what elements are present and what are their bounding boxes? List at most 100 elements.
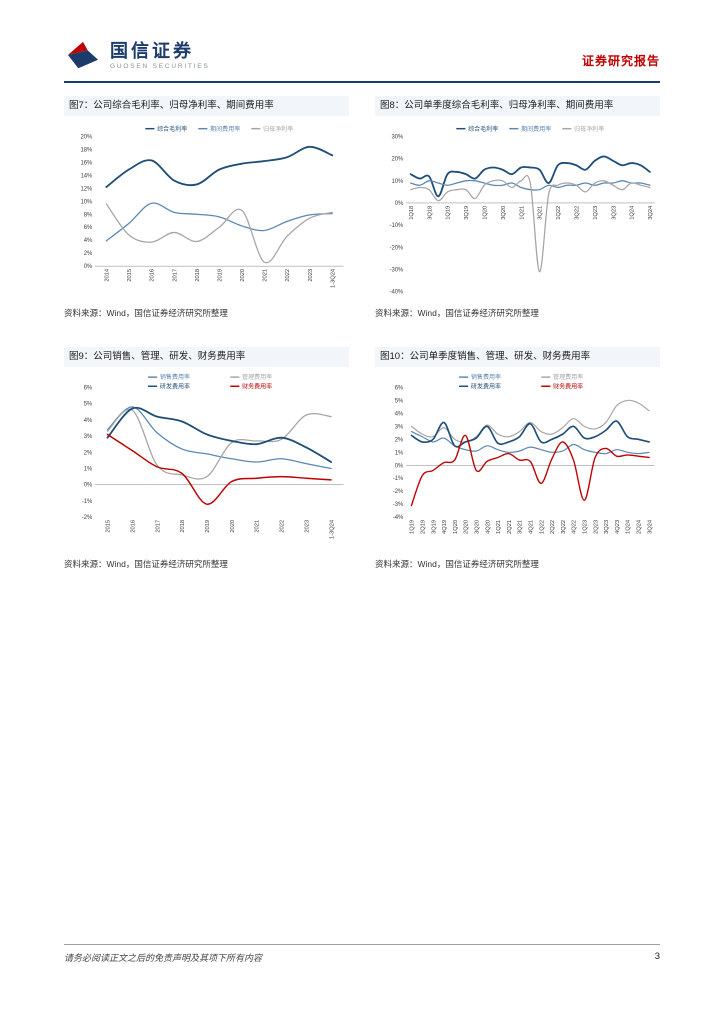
svg-text:4%: 4% — [84, 238, 93, 244]
figure-title: 图7：公司综合毛利率、归母净利率、期间费用率 — [64, 96, 349, 116]
line-chart-gross-margin-quarterly: -40% -30% -20% -10% 0% 10% 20% 30% 1Q18 3Q18 1Q19 3… — [389, 125, 655, 296]
svg-text:3%: 3% — [84, 434, 93, 440]
svg-text:18%: 18% — [80, 147, 93, 153]
svg-text:1Q24: 1Q24 — [630, 205, 636, 220]
svg-text:3Q21: 3Q21 — [538, 206, 544, 220]
brand-logo: 国信证券 GUOSEN SECURITIES — [64, 40, 210, 72]
svg-text:1Q20: 1Q20 — [453, 520, 459, 534]
svg-text:销售费用率: 销售费用率 — [471, 373, 501, 381]
svg-text:1Q21: 1Q21 — [496, 520, 502, 534]
line-chart-expense-ratios-quarterly: -4% -3% -2% -1% 0% 1% 2% 3% 4% 5% 6% 1Q19 2Q19 3Q19 4Q… — [393, 373, 655, 534]
svg-text:5%: 5% — [395, 398, 404, 404]
svg-text:综合毛利率: 综合毛利率 — [468, 125, 498, 133]
svg-text:2022: 2022 — [285, 269, 291, 282]
brand-text: 国信证券 GUOSEN SECURITIES — [110, 41, 210, 71]
svg-text:4%: 4% — [395, 411, 404, 417]
svg-text:1Q23: 1Q23 — [593, 206, 599, 220]
brand-name-en: GUOSEN SECURITIES — [110, 63, 210, 71]
svg-text:30%: 30% — [391, 134, 404, 140]
svg-text:2%: 2% — [84, 450, 93, 456]
source-note: 资料来源：Wind，国信证券经济研究所整理 — [375, 558, 539, 569]
header-rule — [64, 81, 660, 83]
svg-text:2014: 2014 — [105, 268, 111, 282]
svg-text:2%: 2% — [84, 251, 93, 257]
svg-text:1Q24: 1Q24 — [626, 519, 632, 534]
footer-disclaimer: 请务必阅读正文之后的免责声明及其项下所有内容 — [64, 953, 263, 963]
svg-text:1Q22: 1Q22 — [556, 206, 562, 220]
svg-text:1%: 1% — [84, 466, 93, 472]
svg-text:管理费用率: 管理费用率 — [553, 373, 583, 381]
svg-text:-1%: -1% — [393, 476, 404, 482]
figure-title: 图8：公司单季度综合毛利率、归母净利率、期间费用率 — [375, 96, 660, 116]
svg-text:1Q19: 1Q19 — [410, 520, 416, 534]
figure-title: 图10：公司单季度销售、管理、研发、财务费用率 — [375, 346, 660, 367]
svg-text:2023: 2023 — [308, 269, 314, 282]
source-note: 资料来源：Wind，国信证券经济研究所整理 — [375, 307, 539, 318]
svg-text:财务费用率: 财务费用率 — [553, 382, 583, 390]
svg-text:2018: 2018 — [195, 269, 201, 282]
svg-text:1Q21: 1Q21 — [519, 206, 525, 220]
svg-text:-2%: -2% — [393, 489, 404, 495]
figures-grid: 图7：公司综合毛利率、归母净利率、期间费用率 0% 2% 4% 6% 8% 10% 12% 1… — [0, 96, 724, 574]
svg-text:2017: 2017 — [155, 520, 161, 533]
svg-text:0%: 0% — [84, 483, 93, 489]
svg-text:财务费用率: 财务费用率 — [242, 382, 272, 390]
svg-text:3%: 3% — [395, 424, 404, 430]
svg-text:1Q19: 1Q19 — [446, 206, 452, 220]
svg-text:管理费用率: 管理费用率 — [242, 373, 272, 381]
svg-text:2Q24: 2Q24 — [637, 519, 643, 534]
svg-text:-40%: -40% — [389, 290, 404, 296]
svg-text:2Q23: 2Q23 — [593, 520, 599, 534]
svg-text:6%: 6% — [395, 385, 404, 391]
svg-text:3Q20: 3Q20 — [474, 520, 480, 534]
svg-text:2Q20: 2Q20 — [464, 520, 470, 534]
svg-text:综合毛利率: 综合毛利率 — [157, 125, 187, 133]
svg-text:2021: 2021 — [255, 520, 261, 533]
svg-text:1-3Q24: 1-3Q24 — [330, 268, 336, 288]
svg-text:1%: 1% — [395, 450, 404, 456]
guosen-logo-icon — [67, 41, 99, 69]
line-chart-expense-ratios-annual: -2% -1% 0% 1% 2% 3% 4% 5% 6% 2015 2016 2017 2018 2019… — [82, 373, 344, 539]
svg-text:4Q20: 4Q20 — [485, 520, 491, 534]
figure-10: 图10：公司单季度销售、管理、研发、财务费用率 -4% -3% -2% -1% 0% 1%… — [375, 346, 660, 574]
svg-text:-3%: -3% — [393, 502, 404, 508]
svg-text:4%: 4% — [84, 418, 93, 424]
svg-text:2019: 2019 — [217, 269, 223, 282]
svg-text:期间费用率: 期间费用率 — [521, 125, 551, 133]
svg-text:3Q24: 3Q24 — [647, 519, 653, 534]
svg-text:0%: 0% — [395, 201, 404, 207]
svg-text:3Q23: 3Q23 — [604, 520, 610, 534]
svg-text:3Q22: 3Q22 — [561, 520, 567, 534]
svg-text:2Q21: 2Q21 — [507, 520, 513, 534]
svg-text:2023: 2023 — [304, 520, 310, 533]
svg-text:3Q18: 3Q18 — [427, 206, 433, 220]
svg-text:16%: 16% — [80, 160, 93, 166]
svg-text:6%: 6% — [84, 385, 93, 391]
svg-text:3Q19: 3Q19 — [464, 206, 470, 220]
svg-text:归母净利率: 归母净利率 — [263, 125, 293, 133]
svg-text:2017: 2017 — [172, 269, 178, 282]
svg-text:12%: 12% — [80, 186, 93, 192]
svg-text:-4%: -4% — [393, 515, 404, 521]
svg-text:3Q23: 3Q23 — [611, 206, 617, 220]
svg-text:3Q20: 3Q20 — [501, 206, 507, 220]
svg-text:3Q19: 3Q19 — [431, 520, 437, 534]
svg-text:10%: 10% — [391, 179, 404, 185]
svg-text:销售费用率: 销售费用率 — [160, 373, 190, 381]
svg-text:2016: 2016 — [131, 520, 137, 533]
svg-text:4Q19: 4Q19 — [442, 520, 448, 534]
svg-text:研发费用率: 研发费用率 — [160, 382, 190, 390]
report-header: 国信证券 GUOSEN SECURITIES 证券研究报告 — [0, 0, 724, 83]
svg-text:20%: 20% — [391, 157, 404, 163]
svg-text:2019: 2019 — [205, 520, 211, 533]
svg-text:2020: 2020 — [240, 269, 246, 282]
svg-text:-10%: -10% — [389, 223, 404, 229]
svg-text:2020: 2020 — [230, 520, 236, 533]
svg-text:2015: 2015 — [106, 520, 112, 533]
svg-text:5%: 5% — [84, 401, 93, 407]
source-note: 资料来源：Wind，国信证券经济研究所整理 — [64, 558, 228, 569]
svg-text:1Q20: 1Q20 — [482, 206, 488, 220]
svg-text:2Q22: 2Q22 — [550, 520, 556, 534]
svg-text:1Q22: 1Q22 — [539, 520, 545, 534]
